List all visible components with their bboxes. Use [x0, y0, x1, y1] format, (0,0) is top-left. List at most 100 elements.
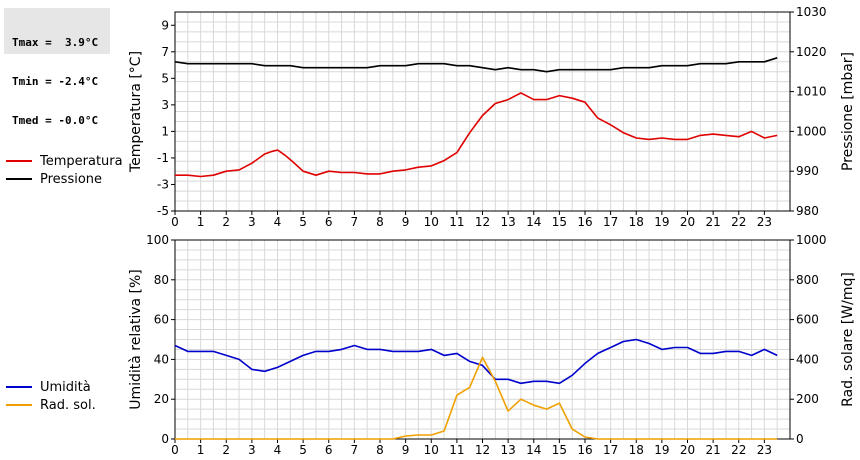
legend-swatch — [6, 386, 32, 388]
y-right-axis-label: Pressione [mbar] — [840, 52, 856, 171]
x-tick-label: 10 — [424, 443, 439, 457]
x-tick-label: 2 — [222, 443, 230, 457]
x-tick-label: 20 — [680, 215, 695, 229]
x-tick-label: 7 — [351, 215, 359, 229]
legend-label: Umidità — [40, 379, 91, 395]
x-tick-label: 4 — [274, 443, 282, 457]
tmax-text: Tmax = 3.9°C — [12, 36, 99, 49]
y-left-tick-label: 40 — [154, 352, 169, 366]
x-tick-label: 9 — [402, 215, 410, 229]
x-tick-label: 13 — [500, 443, 515, 457]
y-left-tick-label: 9 — [161, 18, 169, 32]
legend-swatch — [6, 404, 32, 406]
legend-swatch — [6, 160, 32, 162]
legend-item-umidita: Umidità — [6, 378, 96, 396]
y-left-tick-label: 100 — [146, 233, 169, 247]
x-tick-label: 15 — [552, 443, 567, 457]
x-tick-label: 19 — [654, 443, 669, 457]
legend-label: Temperatura — [40, 153, 123, 169]
y-right-tick-label: 1030 — [796, 5, 827, 19]
y-right-tick-label: 800 — [796, 273, 819, 287]
x-tick-label: 18 — [629, 215, 644, 229]
x-tick-label: 17 — [603, 443, 618, 457]
y-left-tick-label: 0 — [161, 432, 169, 446]
x-tick-label: 3 — [248, 443, 256, 457]
series-line-pressione — [174, 57, 778, 73]
x-tick-label: 14 — [526, 443, 541, 457]
x-tick-label: 5 — [299, 443, 307, 457]
tmed-text: Tmed = -0.0°C — [12, 114, 99, 127]
tmin-text: Tmin = -2.4°C — [12, 75, 99, 88]
legend-item-radsol: Rad. sol. — [6, 396, 96, 414]
x-tick-label: 16 — [577, 215, 592, 229]
x-tick-label: 4 — [274, 215, 282, 229]
x-tick-label: 12 — [475, 215, 490, 229]
x-tick-label: 23 — [757, 215, 772, 229]
x-tick-label: 22 — [731, 443, 746, 457]
y-left-tick-label: 20 — [154, 392, 169, 406]
y-right-tick-label: 600 — [796, 313, 819, 327]
y-left-tick-label: -3 — [157, 177, 169, 191]
series-line-umidit- — [174, 338, 778, 385]
x-tick-label: 0 — [171, 443, 179, 457]
x-tick-label: 8 — [376, 443, 384, 457]
x-tick-label: 11 — [449, 443, 464, 457]
x-tick-label: 16 — [577, 443, 592, 457]
x-tick-label: 3 — [248, 215, 256, 229]
y-left-tick-label: 5 — [161, 71, 169, 85]
series-line-temperatura — [175, 92, 778, 178]
x-tick-label: 1 — [197, 215, 205, 229]
x-tick-label: 6 — [325, 215, 333, 229]
legend-label: Rad. sol. — [40, 397, 96, 413]
x-tick-label: 12 — [475, 443, 490, 457]
y-left-axis-label: Temperatura [°C] — [128, 51, 144, 173]
y-left-tick-label: 7 — [161, 45, 169, 59]
x-tick-label: 18 — [629, 443, 644, 457]
y-right-tick-label: 1000 — [796, 233, 827, 247]
x-tick-label: 13 — [500, 215, 515, 229]
y-right-tick-label: 1010 — [796, 85, 827, 99]
x-tick-label: 5 — [299, 215, 307, 229]
x-tick-label: 1 — [197, 443, 205, 457]
x-tick-label: 11 — [449, 215, 464, 229]
y-right-tick-label: 0 — [796, 432, 804, 446]
legend-item-temperatura: Temperatura — [6, 152, 123, 170]
y-right-tick-label: 1020 — [796, 45, 827, 59]
x-tick-label: 14 — [526, 215, 541, 229]
y-left-tick-label: 3 — [161, 98, 169, 112]
y-left-tick-label: -5 — [157, 204, 169, 218]
x-tick-label: 21 — [705, 215, 720, 229]
y-right-tick-label: 400 — [796, 352, 819, 366]
x-tick-label: 0 — [171, 215, 179, 229]
stats-box: Tmax = 3.9°C Tmin = -2.4°C Tmed = -0.0°C — [4, 8, 110, 127]
y-right-tick-label: 200 — [796, 392, 819, 406]
legend-item-pressione: Pressione — [6, 170, 123, 188]
y-right-tick-label: 990 — [796, 164, 819, 178]
y-left-tick-label: -1 — [157, 151, 169, 165]
legend-top: Temperatura Pressione — [6, 152, 123, 188]
y-left-tick-label: 1 — [161, 124, 169, 138]
y-right-axis-label: Rad. solare [W/mq] — [840, 272, 856, 407]
x-tick-label: 20 — [680, 443, 695, 457]
x-tick-label: 22 — [731, 215, 746, 229]
legend-label: Pressione — [40, 171, 103, 187]
y-left-tick-label: 60 — [154, 313, 169, 327]
y-left-axis-label: Umidità relativa [%] — [128, 269, 144, 410]
x-tick-label: 2 — [222, 215, 230, 229]
legend-bottom: Umidità Rad. sol. — [6, 378, 96, 414]
x-tick-label: 10 — [424, 215, 439, 229]
series-line-rad-sol- — [175, 356, 778, 440]
chart-panel-1: 0 1 2 3 4 5 6 7 8 9 10 11 12 13 14 15 16 17 18 19 20 21 22 23-5… — [128, 5, 856, 229]
x-tick-label: 7 — [351, 443, 359, 457]
x-tick-label: 6 — [325, 443, 333, 457]
y-right-tick-label: 980 — [796, 204, 819, 218]
x-tick-label: 23 — [757, 443, 772, 457]
chart-panel-2: 0 1 2 3 4 5 6 7 8 9 10 11 12 13 14 15 16 17 18 19 20 21 22 2302… — [128, 233, 856, 457]
x-tick-label: 19 — [654, 215, 669, 229]
x-tick-label: 9 — [402, 443, 410, 457]
legend-swatch — [6, 178, 32, 180]
y-left-tick-label: 80 — [154, 273, 169, 287]
x-tick-label: 8 — [376, 215, 384, 229]
x-tick-label: 15 — [552, 215, 567, 229]
